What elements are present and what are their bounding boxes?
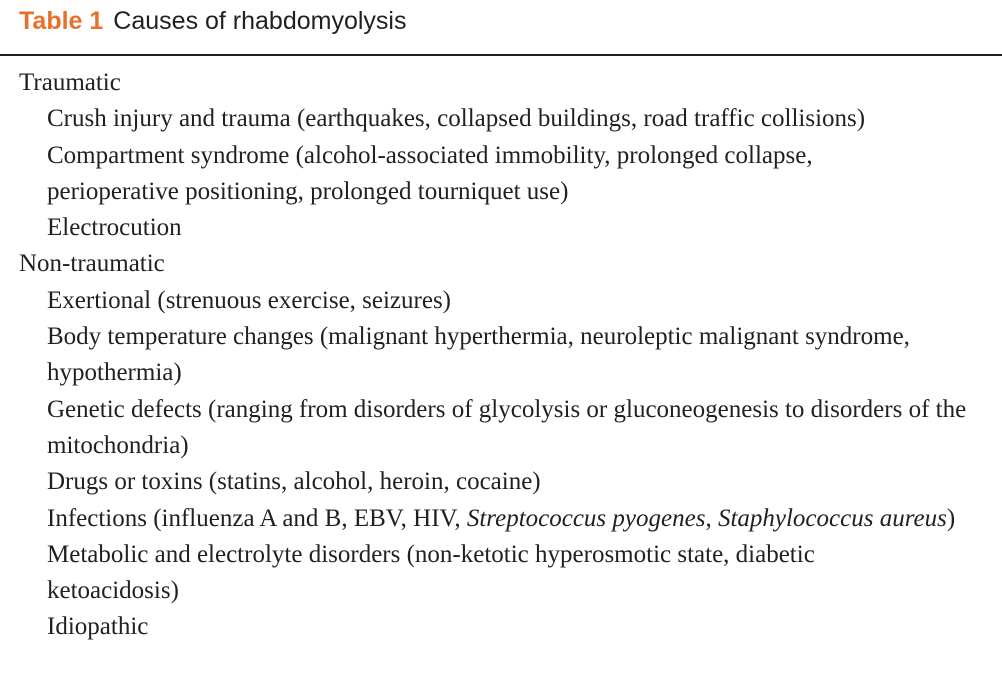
cause-body-temperature: Body temperature changes (malignant hype… (47, 323, 910, 387)
cause-electrocution: Electrocution (47, 214, 182, 242)
organism-streptococcus: Streptococcus pyogenes (466, 504, 706, 532)
cause-infections: Infections (influenza A and B, EBV, HIV,… (19, 501, 1002, 537)
cause-exertional: Exertional (strenuous exercise, seizures… (47, 286, 452, 314)
category-heading-traumatic: Traumatic (19, 69, 121, 96)
cause-metabolic-electrolyte: Metabolic and electrolyte disorders (non… (47, 540, 815, 605)
table-title: Causes of rhabdomyolysis (113, 7, 407, 35)
cause-genetic-defects: Genetic defects (ranging from disorders … (47, 395, 967, 459)
infections-suffix: ) (946, 504, 956, 532)
table-body: Traumatic Crush injury and trauma (earth… (19, 65, 1001, 646)
cause-idiopathic: Idiopathic (47, 613, 149, 641)
cause-crush-injury: Crush injury and trauma (earthquakes, co… (47, 105, 866, 133)
table-top-rule (0, 54, 1002, 56)
infections-prefix: Infections (influenza A and B, EBV, HIV, (47, 504, 467, 532)
table-caption: Table 1 Causes of rhabdomyolysis (19, 4, 407, 38)
table-label: Table 1 (19, 7, 104, 35)
cause-drugs-toxins: Drugs or toxins (statins, alcohol, heroi… (47, 468, 541, 496)
infections-separator: , (705, 504, 718, 532)
category-heading-non-traumatic: Non-traumatic (19, 250, 165, 278)
organism-staphylococcus: Staphylococcus aureus (717, 504, 947, 532)
cause-compartment-syndrome: Compartment syndrome (alcohol-associated… (47, 141, 813, 205)
